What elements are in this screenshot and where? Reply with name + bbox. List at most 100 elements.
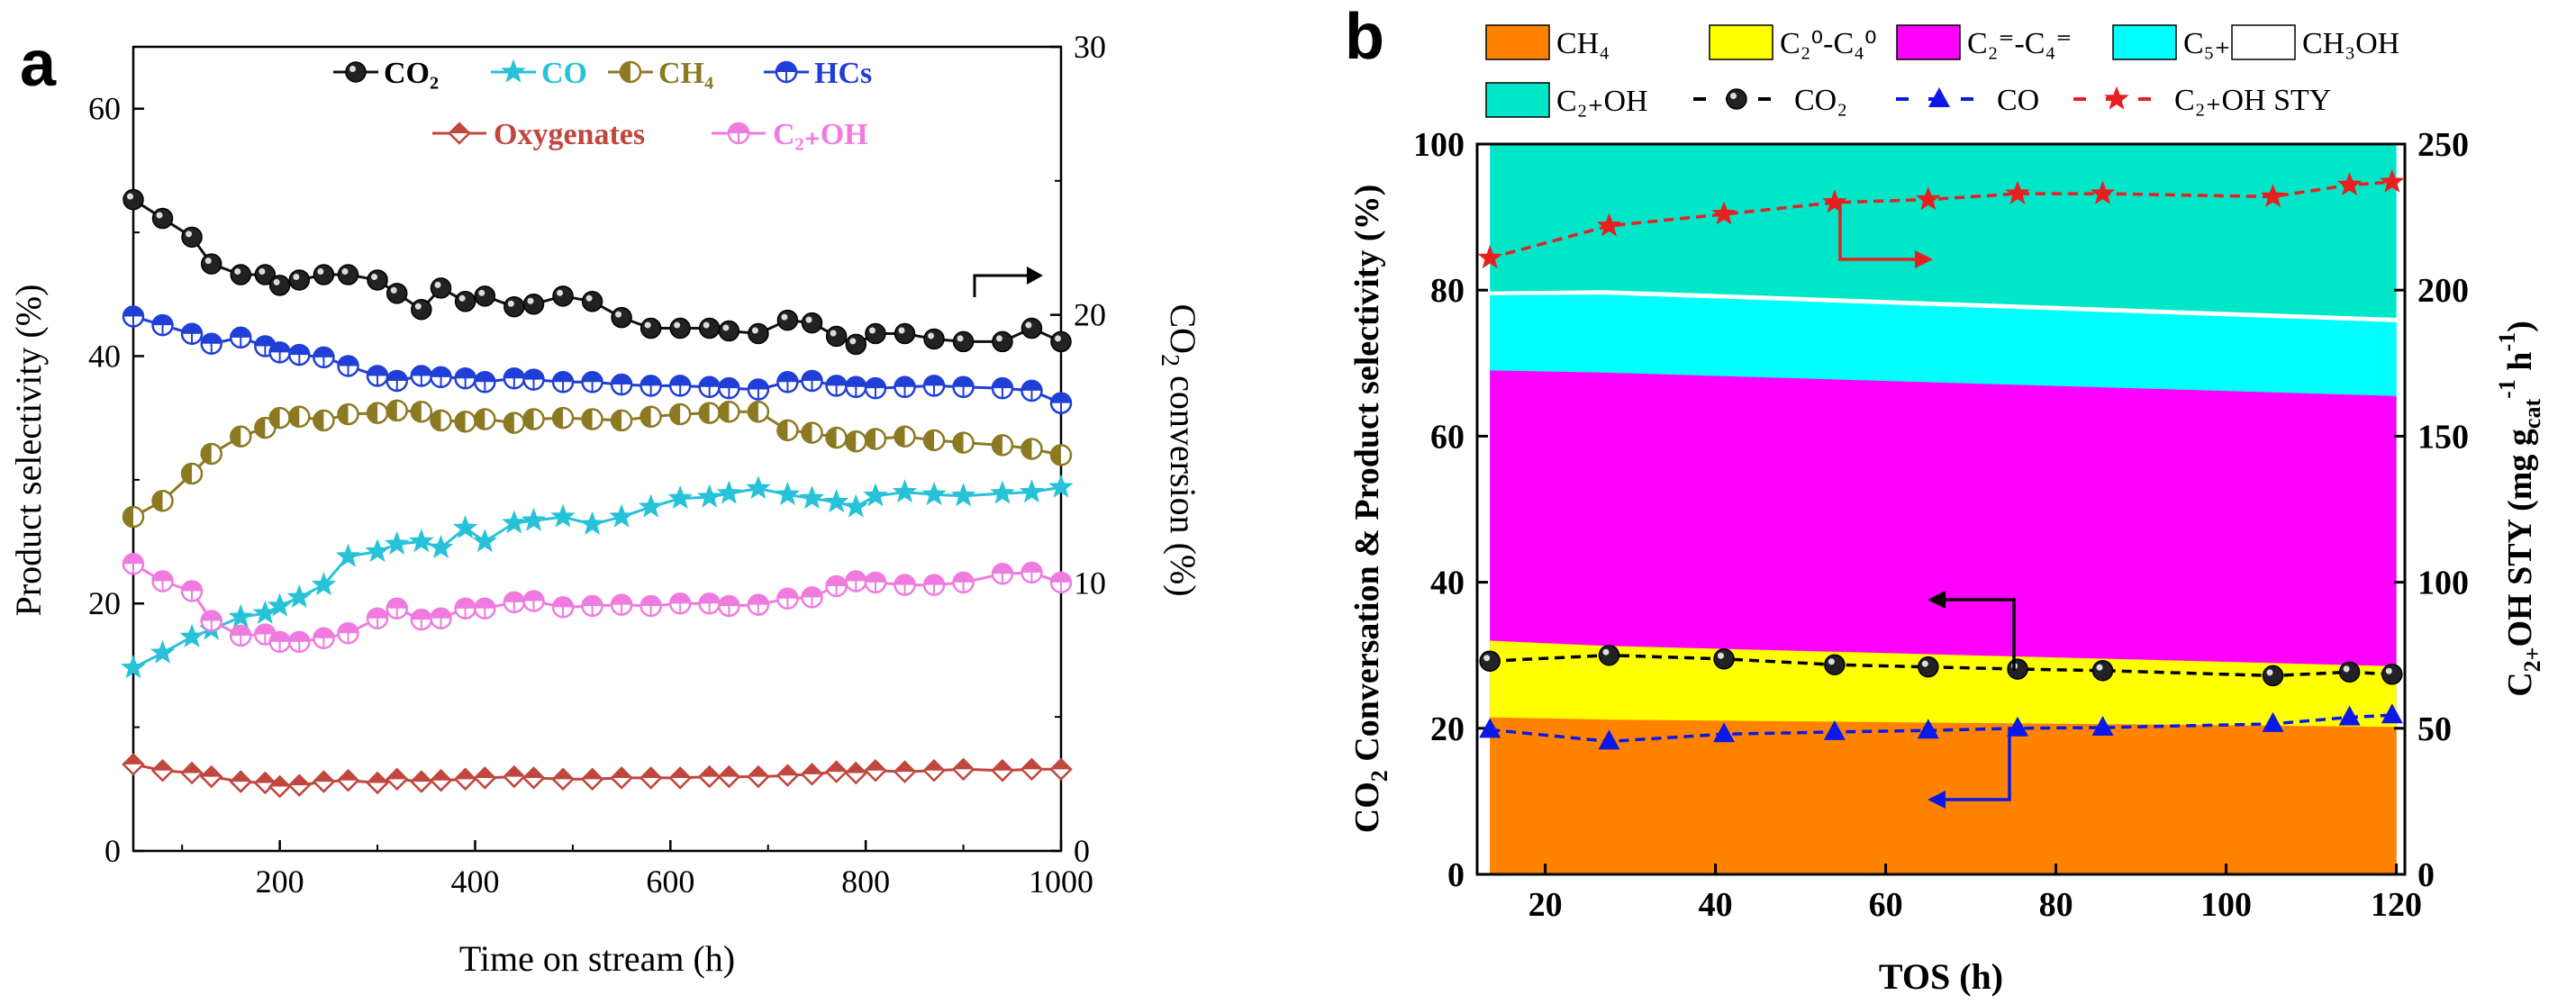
- a-point-CO2: [337, 264, 359, 285]
- a-legend-label-CO: CO: [541, 57, 587, 90]
- a-y-left-tick-label: 0: [104, 833, 121, 869]
- b-point-CO2: [2338, 661, 2361, 683]
- b-legend-label-C2+OH: C₂₊OH: [1556, 85, 1648, 118]
- a-point-Oxygenates-fill: [670, 767, 691, 778]
- b-legend-label-CH3OH: CH₃OH: [2302, 27, 2399, 60]
- a-point-CH4-fill: [777, 420, 788, 440]
- b-right-close: ): [2501, 321, 2539, 332]
- b-point-CO2-glint: [1602, 648, 1610, 656]
- panel-a-x-axis-label: Time on stream (h): [459, 938, 735, 979]
- a-y-left-tick-label: 60: [88, 91, 121, 127]
- a-point-CO2-glint: [849, 338, 857, 345]
- panel-b-left-axis-label: CO2 Conversation & Product selectivity (…: [1348, 185, 1392, 833]
- a-point-Oxygenates-fill: [992, 760, 1012, 771]
- a-point-CO2-glint: [127, 193, 133, 200]
- b-point-CO2: [1918, 656, 1939, 678]
- a-point-Oxygenates-fill: [289, 775, 310, 786]
- b-point-CO: [2091, 715, 2114, 736]
- b-point-CO: [1917, 719, 1939, 739]
- b-point-CO: [1713, 722, 1736, 743]
- a-point-CH4-fill: [640, 406, 651, 427]
- b-y-left-tick-label: 100: [1413, 126, 1465, 164]
- right-label-sub2: 2: [1156, 354, 1184, 366]
- a-point-CO2-glint: [869, 327, 875, 334]
- a-legend-label-HCs: HCs: [814, 57, 872, 90]
- a-point-CH4-fill: [431, 410, 441, 430]
- a-point-CH4-fill: [612, 410, 622, 430]
- b-point-C2+OH STY: [1596, 213, 1622, 237]
- a-point-CO: [502, 510, 527, 534]
- a-point-Oxygenates-fill: [1021, 759, 1042, 770]
- a-point-CO: [579, 511, 605, 535]
- panel-a-right-axis-arrow: [973, 274, 1027, 297]
- a-series-Oxygenates: [122, 753, 1073, 799]
- a-point-CO2: [801, 312, 823, 334]
- a-point-CH4-fill: [255, 418, 266, 439]
- a-legend-marker-fill: [449, 123, 469, 133]
- a-legend-label-CH4: CH₄: [658, 57, 713, 90]
- b-point-CO2-glint: [1718, 652, 1725, 659]
- panel-a-right-axis-label: CO2 conversion (%): [1156, 303, 1203, 596]
- b-legend-swatch-CH3OH: [2231, 24, 2296, 60]
- a-point-CH4-fill: [748, 402, 758, 422]
- b-legend-marker-CO: [1928, 87, 1950, 107]
- b-y-right-tick-label: 250: [2417, 126, 2469, 164]
- a-point-CO: [638, 493, 664, 518]
- a-point-Oxygenates-fill: [699, 766, 720, 777]
- panel-a-series: [121, 188, 1074, 799]
- a-point-CH4-fill: [455, 412, 466, 432]
- a-point-CO2-glint: [186, 231, 193, 238]
- a-point-CH4-fill: [152, 491, 163, 511]
- a-point-CO: [121, 655, 146, 679]
- a-point-CO2-glint: [1025, 321, 1032, 329]
- a-series-CO2: [122, 188, 1072, 356]
- b-series-CO: [1479, 703, 2403, 750]
- co-axis-arrowhead: [1927, 791, 1946, 809]
- a-point-CH4-fill: [1051, 445, 1061, 466]
- panel-b-letter: b: [1345, 1, 1384, 73]
- a-point-CO: [228, 603, 253, 629]
- a-y-right-tick-label: 0: [1074, 833, 1090, 869]
- a-point-CO: [472, 529, 498, 553]
- a-point-CH4-fill: [1021, 439, 1032, 459]
- a-point-CO2-glint: [957, 335, 964, 342]
- panel-b-x-axis-label: TOS (h): [1879, 956, 2003, 997]
- b-point-CO2: [2262, 665, 2284, 687]
- a-point-CO: [365, 538, 390, 563]
- a-point-Oxygenates-fill: [748, 766, 768, 777]
- a-point-CO2: [865, 322, 886, 345]
- a-point-CO2-glint: [781, 313, 788, 321]
- a-point-CH4-fill: [503, 412, 514, 433]
- a-point-CO2: [581, 291, 603, 312]
- a-point-CH4-fill: [269, 408, 280, 429]
- a-point-CO2: [776, 309, 799, 331]
- a-point-CO2-glint: [527, 297, 534, 304]
- a-point-CO: [823, 489, 849, 513]
- a-point-CO2: [698, 317, 721, 339]
- a-point-CH4-fill: [123, 507, 133, 528]
- a-point-CO2-glint: [644, 321, 651, 329]
- a-point-Oxygenates-fill: [201, 766, 222, 777]
- a-point-Oxygenates-fill: [475, 767, 495, 778]
- b-point-C2+OH STY: [2090, 180, 2116, 204]
- a-point-Oxygenates-fill: [313, 772, 334, 782]
- b-legend-marker-C2+OH STY: [2104, 86, 2129, 110]
- a-point-CO2: [430, 277, 452, 299]
- a-point-Oxygenates-fill: [152, 760, 173, 771]
- a-point-Oxygenates-fill: [719, 766, 739, 777]
- b-y-left-tick-label: 60: [1430, 418, 1465, 456]
- b-right-sub: 2+: [2519, 647, 2545, 673]
- a-point-CO2-glint: [585, 294, 593, 302]
- a-point-CO2: [122, 188, 144, 211]
- b-point-CO2: [1824, 654, 1846, 675]
- b-x-tick-label: 100: [2200, 886, 2252, 924]
- a-point-Oxygenates-fill: [640, 767, 661, 778]
- a-point-CO2: [893, 322, 916, 345]
- b-point-CO2: [2381, 664, 2403, 685]
- a-point-CO: [252, 600, 278, 624]
- b-legend-swatch-C2=-C4=: [1896, 24, 1961, 60]
- b-point-CO2: [1713, 648, 1735, 670]
- a-point-CO2-glint: [317, 268, 324, 276]
- a-point-CO: [286, 583, 313, 609]
- a-point-Oxygenates-fill: [846, 763, 866, 773]
